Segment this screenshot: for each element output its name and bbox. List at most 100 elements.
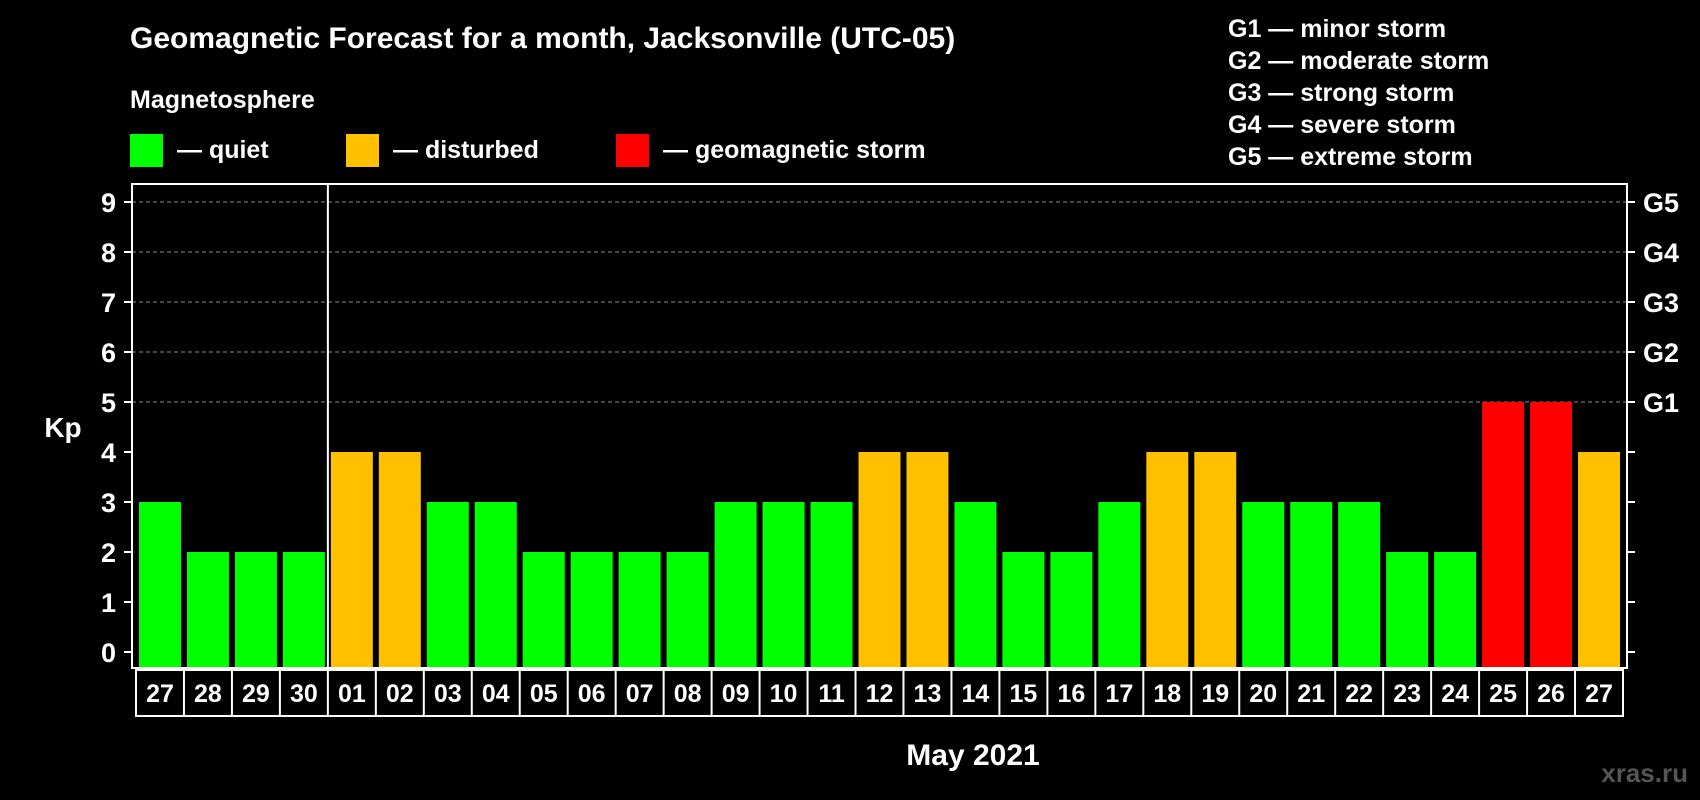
x-tick-label: 18 xyxy=(1153,680,1181,708)
x-tick-label: 07 xyxy=(626,680,654,708)
x-tick-label: 14 xyxy=(962,680,990,708)
grid xyxy=(132,201,1627,403)
bar xyxy=(378,452,421,667)
plot-frame xyxy=(131,183,1628,669)
legend-swatch xyxy=(346,134,379,167)
bar xyxy=(1194,452,1237,667)
x-tick-label: 24 xyxy=(1441,680,1469,708)
y-tick-label: 5 xyxy=(101,388,116,418)
legend-swatch xyxy=(130,134,163,167)
bar xyxy=(1434,552,1477,667)
x-tick-label: 13 xyxy=(914,680,942,708)
y-tick-label: 1 xyxy=(101,588,116,618)
y-tick-label: 6 xyxy=(101,338,116,368)
x-tick-label: 29 xyxy=(242,680,270,708)
g-scale-label: G5 xyxy=(1643,188,1679,218)
x-tick-label: 22 xyxy=(1345,680,1373,708)
bar xyxy=(1050,552,1093,667)
x-tick-label: 16 xyxy=(1057,680,1085,708)
x-tick-label: 12 xyxy=(866,680,894,708)
storm-scale-item: G1 — minor storm xyxy=(1228,15,1446,43)
bar xyxy=(666,552,709,667)
bar xyxy=(570,552,613,667)
y-tick-label: 0 xyxy=(101,638,116,668)
y-tick-label: 8 xyxy=(101,238,116,268)
x-tick-label: 27 xyxy=(1585,680,1613,708)
y-axis: 0 1 2 3 4 5 6 7 8 9 xyxy=(101,188,132,668)
y-tick-label: 4 xyxy=(101,438,116,468)
bar xyxy=(1482,402,1525,667)
y-tick-label: 9 xyxy=(101,188,116,218)
x-tick-label: 11 xyxy=(818,680,845,708)
bar xyxy=(330,452,373,667)
g-scale-label: G2 xyxy=(1643,338,1679,368)
bar xyxy=(1242,502,1285,667)
bar xyxy=(618,552,661,667)
x-axis: 27 28 29 30 01 02 03 04 05 06 07 08 09 10 11 12 13 14 15 16… xyxy=(135,669,1624,717)
bar xyxy=(234,552,277,667)
date-strip xyxy=(135,669,1624,717)
storm-scale-item: G3 — strong storm xyxy=(1228,79,1454,107)
storm-scale-item: G2 — moderate storm xyxy=(1228,47,1489,75)
bars xyxy=(139,402,1620,667)
bar xyxy=(1530,402,1573,667)
legend-swatch xyxy=(616,134,649,167)
chart-title: Geomagnetic Forecast for a month, Jackso… xyxy=(130,22,955,55)
x-tick-label: 20 xyxy=(1249,680,1277,708)
x-tick-label: 06 xyxy=(578,680,606,708)
x-tick-label: 10 xyxy=(770,680,798,708)
bar xyxy=(1098,502,1141,667)
legend-label: — disturbed xyxy=(393,136,539,164)
storm-scale-legend: G1 — minor storm G2 — moderate storm G3 — … xyxy=(1228,15,1489,171)
bar xyxy=(1002,552,1045,667)
bar xyxy=(858,452,901,667)
bar xyxy=(1290,502,1333,667)
chart-subtitle: Magnetosphere xyxy=(130,86,315,114)
x-tick-label: 26 xyxy=(1537,680,1565,708)
x-tick-label: 21 xyxy=(1297,680,1325,708)
storm-scale-item: G5 — extreme storm xyxy=(1228,143,1473,171)
bar xyxy=(522,552,565,667)
watermark: xras.ru xyxy=(1601,758,1688,788)
bar xyxy=(810,502,853,667)
bar xyxy=(474,502,517,667)
bar xyxy=(186,552,229,667)
y-tick-label: 2 xyxy=(101,538,116,568)
g-scale-label: G3 xyxy=(1643,288,1679,318)
bar xyxy=(1386,552,1429,667)
x-tick-label: 04 xyxy=(482,680,510,708)
bar xyxy=(282,552,325,667)
x-tick-label: 05 xyxy=(530,680,558,708)
y-tick-label: 3 xyxy=(101,488,116,518)
bar xyxy=(1578,452,1620,667)
x-tick-label: 02 xyxy=(386,680,414,708)
bar xyxy=(906,452,949,667)
plot-border xyxy=(131,183,1628,669)
x-tick-label: 27 xyxy=(146,680,174,708)
bar xyxy=(426,502,469,667)
x-tick-label: 17 xyxy=(1105,680,1133,708)
g-scale-axis: G1 G2 G3 G4 G5 xyxy=(1627,188,1679,653)
x-tick-label: 08 xyxy=(674,680,702,708)
x-tick-label: 30 xyxy=(290,680,318,708)
bar xyxy=(1146,452,1189,667)
x-tick-label: 03 xyxy=(434,680,462,708)
bar xyxy=(762,502,805,667)
x-tick-label: 19 xyxy=(1201,680,1229,708)
g-scale-label: G1 xyxy=(1643,388,1679,418)
x-tick-label: 25 xyxy=(1489,680,1517,708)
g-scale-label: G4 xyxy=(1643,238,1679,268)
x-axis-label: May 2021 xyxy=(906,739,1039,772)
y-axis-label: Kp xyxy=(44,412,81,443)
bar xyxy=(954,502,997,667)
bar xyxy=(1338,502,1381,667)
legend-label: — quiet xyxy=(177,136,269,164)
x-tick-label: 09 xyxy=(722,680,750,708)
x-tick-label: 23 xyxy=(1393,680,1421,708)
y-tick-label: 7 xyxy=(101,288,116,318)
x-tick-label: 15 xyxy=(1009,680,1037,708)
legend-label: — geomagnetic storm xyxy=(663,136,926,164)
x-tick-label: 28 xyxy=(194,680,222,708)
storm-scale-item: G4 — severe storm xyxy=(1228,111,1456,139)
